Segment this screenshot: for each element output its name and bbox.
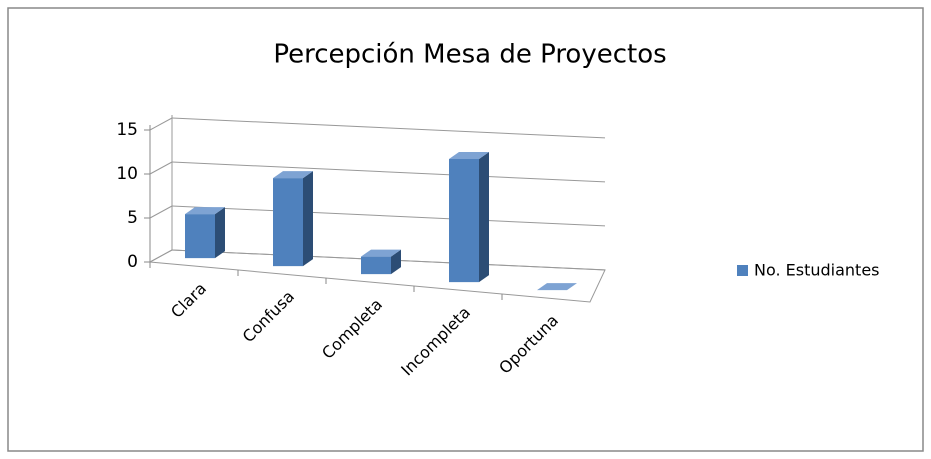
y-tick-label: 0: [127, 252, 138, 272]
grid-line: [149, 249, 173, 263]
y-tick-label: 15: [116, 120, 138, 140]
bar-front: [361, 256, 391, 275]
chart-title: Percepción Mesa de Proyectos: [273, 40, 666, 70]
bar-top: [185, 207, 225, 215]
legend-swatch: [737, 265, 748, 276]
bar-side: [303, 171, 313, 267]
bar: [361, 249, 401, 275]
bar: [449, 151, 489, 283]
grid-line: [149, 205, 173, 219]
legend-label: No. Estudiantes: [754, 261, 880, 280]
bar-side: [391, 249, 401, 275]
grid-line: [149, 161, 173, 175]
grid-line: [149, 117, 173, 131]
bar-top: [537, 283, 577, 291]
bar-top: [361, 249, 401, 257]
y-tick-label: 10: [116, 164, 138, 184]
grid-line: [171, 205, 606, 227]
bar-top: [449, 151, 489, 159]
bar-side: [215, 207, 225, 259]
y-tick-label: 5: [127, 208, 138, 228]
bar-top: [273, 171, 313, 179]
bar-front: [185, 214, 215, 259]
bar: [537, 283, 577, 291]
bar: [185, 207, 225, 259]
bar-front: [273, 178, 303, 267]
bar-side: [479, 151, 489, 283]
grid-line: [171, 117, 606, 139]
bar: [273, 171, 313, 267]
bar-front: [449, 158, 479, 283]
grid-line: [171, 161, 606, 183]
